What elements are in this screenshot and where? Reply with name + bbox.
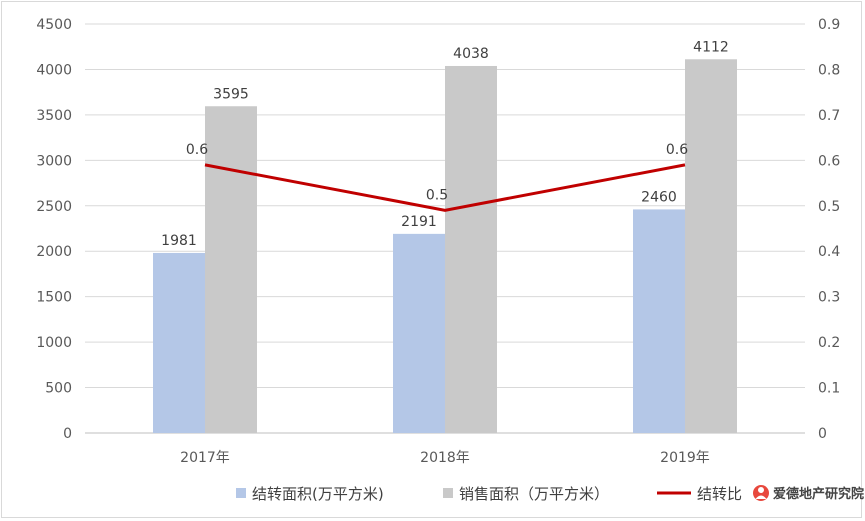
y-tick-label: 3000 (36, 153, 72, 169)
data-labels: 1981 3595 2191 4038 2460 4112 0.6 0.5 0.6 (161, 39, 729, 249)
y2-tick-label: 0.7 (818, 108, 840, 124)
y-tick-label: 4000 (36, 62, 72, 78)
legend-label: 结转面积(万平方米) (252, 485, 384, 503)
bar-series (153, 59, 737, 434)
y2-tick-label: 0.3 (818, 290, 840, 306)
x-axis: 2017年 2018年 2019年 (180, 450, 710, 466)
y-tick-label: 2500 (36, 199, 72, 215)
avatar-icon-body (755, 495, 767, 499)
legend-swatch (443, 488, 453, 498)
bar-data-label: 3595 (213, 86, 249, 102)
y-tick-label: 0 (63, 426, 72, 442)
bar-data-label: 1981 (161, 233, 197, 249)
bar-data-label: 2191 (401, 214, 437, 230)
x-tick-label: 2017年 (180, 450, 230, 466)
legend-swatch (236, 488, 246, 498)
y2-tick-label: 0.6 (818, 153, 840, 169)
bar (153, 252, 205, 433)
y-tick-label: 1500 (36, 290, 72, 306)
watermark-text: 爱德地产研究院 (773, 486, 864, 502)
y2-tick-label: 0.4 (818, 244, 840, 260)
bar-data-label: 4112 (693, 39, 729, 55)
watermark: 爱德地产研究院 (753, 485, 864, 502)
y-tick-label: 2000 (36, 244, 72, 260)
y-axis-left: 0 500 1000 1500 2000 2500 3000 3500 4000 4500 (36, 17, 72, 442)
y2-tick-label: 0 (818, 426, 827, 442)
y2-tick-label: 0.2 (818, 335, 840, 351)
avatar-icon-face (758, 487, 764, 493)
bar (393, 233, 445, 433)
y-tick-label: 3500 (36, 108, 72, 124)
bar (445, 65, 497, 434)
bar (205, 106, 257, 433)
y2-tick-label: 0.5 (818, 199, 840, 215)
line-data-label: 0.6 (666, 142, 688, 158)
y2-tick-label: 0.1 (818, 381, 840, 397)
y-axis-right: 0 0.1 0.2 0.3 0.4 0.5 0.6 0.7 0.8 0.9 (818, 17, 840, 442)
x-tick-label: 2019年 (660, 450, 710, 466)
line-path (204, 163, 686, 212)
line-series (204, 163, 686, 212)
bar-data-label: 4038 (453, 46, 489, 62)
y-tick-label: 500 (45, 381, 72, 397)
bar (685, 59, 737, 433)
legend-label: 结转比 (697, 485, 742, 503)
legend: 结转面积(万平方米) 销售面积（万平方米） 结转比 (236, 485, 742, 503)
y2-tick-label: 0.9 (818, 17, 840, 33)
y-tick-label: 4500 (36, 17, 72, 33)
bar (633, 209, 685, 433)
y-tick-label: 1000 (36, 335, 72, 351)
bar-data-label: 2460 (641, 189, 677, 205)
x-tick-label: 2018年 (420, 450, 470, 466)
y2-tick-label: 0.8 (818, 62, 840, 78)
line-data-label: 0.6 (186, 142, 208, 158)
legend-label: 销售面积（万平方米） (459, 485, 609, 503)
line-data-label: 0.5 (426, 187, 448, 203)
